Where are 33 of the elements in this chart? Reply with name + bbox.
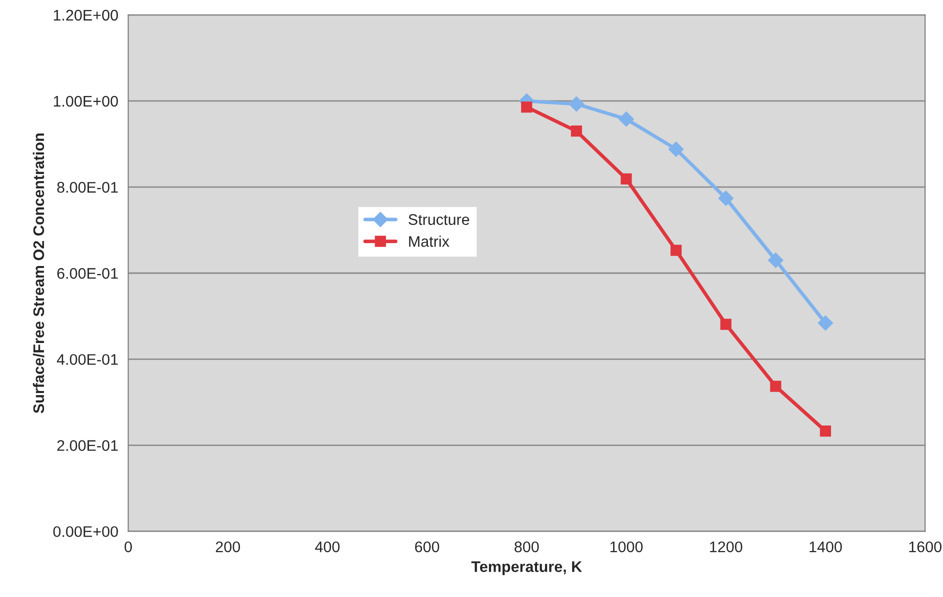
y-tick-label: 6.00E-01 [57,268,118,279]
x-tick-label: 1400 [810,541,842,552]
x-tick-label: 1000 [610,541,643,552]
x-tick-label: 0 [124,541,132,552]
y-tick-label: 8.00E-01 [57,182,118,193]
x-tick-label: 400 [315,541,340,552]
y-tick-label: 1.00E+00 [54,96,118,107]
point [820,426,832,437]
point [770,380,782,392]
legend-label: Structure [408,214,470,225]
point [768,252,784,268]
y-axis-title: Surface/Free Stream O2 Concentration [32,134,44,414]
point [620,173,632,184]
point [618,111,634,127]
x-tick-label: 200 [216,541,240,552]
point [818,315,834,331]
x-tick-label: 600 [415,541,440,552]
point [568,96,584,112]
y-tick-label: 0.00E+00 [53,526,118,538]
x-tick-label: 1200 [710,541,742,552]
y-tick-label: 1.20E+00 [54,10,118,21]
x-tick-label: 1600 [909,541,942,552]
point [670,244,682,256]
legend-label: Matrix [409,236,450,247]
y-tick-label: 2.00E-01 [57,440,118,451]
point [720,318,732,330]
point [668,142,684,157]
point [718,190,734,206]
y-tick-label: 4.00E-01 [56,354,118,365]
x-axis-title: Temperature, K [471,561,582,576]
point [570,126,582,137]
point [521,101,532,113]
x-tick-label: 800 [514,541,539,552]
